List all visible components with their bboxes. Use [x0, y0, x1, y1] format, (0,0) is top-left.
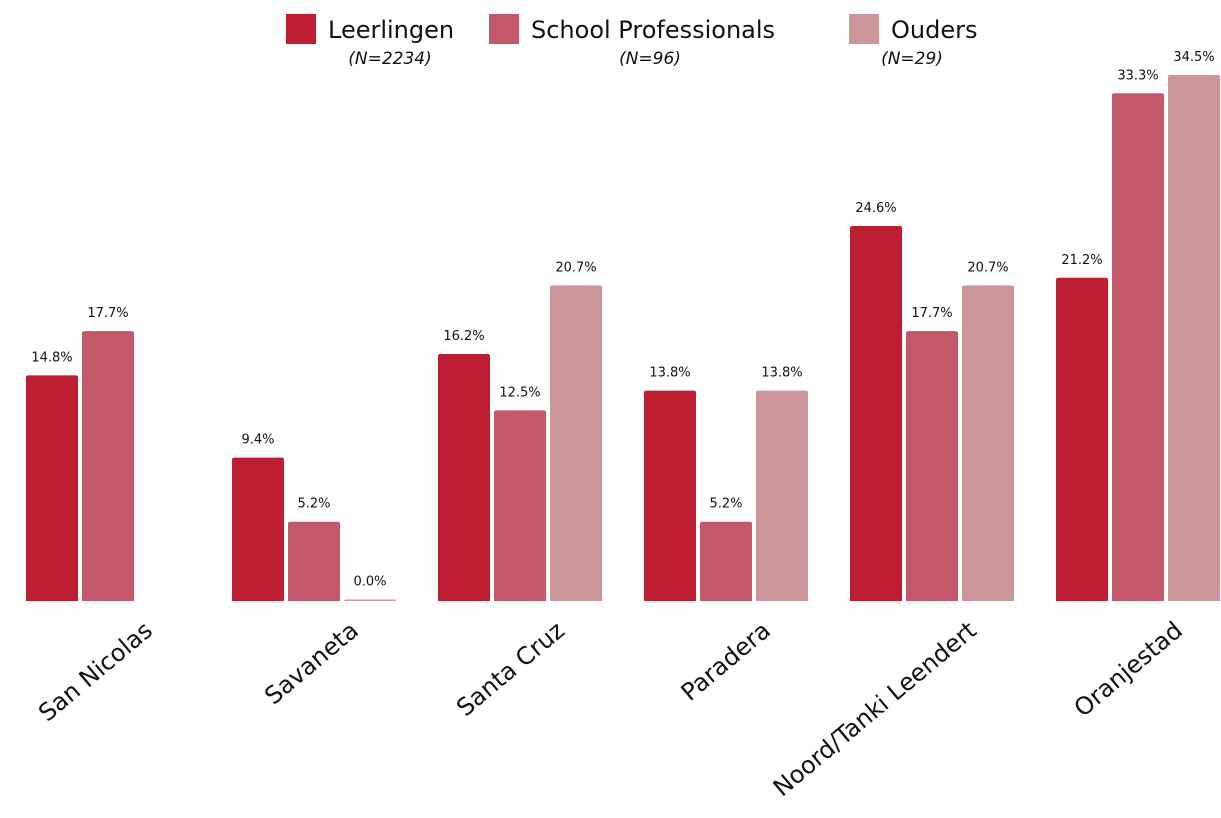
- legend-label-leerlingen: Leerlingen: [328, 16, 454, 44]
- bar-santa-cruz-school-professionals: [494, 410, 546, 601]
- bar-savaneta-ouders: [344, 599, 396, 602]
- bar-noord-tanki-leendert-ouders: [962, 285, 1014, 601]
- data-label-savaneta-school-professionals: 5.2%: [297, 497, 330, 512]
- data-label-paradera-ouders: 13.8%: [761, 366, 802, 381]
- bar-oranjestad-school-professionals: [1112, 93, 1164, 601]
- bar-noord-tanki-leendert-leerlingen: [850, 225, 902, 601]
- legend-n-school-professionals: (N=96): [619, 49, 681, 69]
- legend-label-ouders: Ouders: [891, 16, 977, 44]
- bar-santa-cruz-ouders: [550, 285, 602, 601]
- data-labels: 14.8% 17.7% 9.4% 5.2% 0.0% 16.2% 12.5% 20.7% 13.…: [31, 50, 1214, 590]
- legend-n-leerlingen: (N=2234): [348, 49, 432, 69]
- bars: [26, 75, 1220, 602]
- bar-san-nicolas-school-professionals: [82, 331, 134, 601]
- legend-swatch-ouders: [849, 14, 879, 44]
- category-labels: San Nicolas Savaneta Santa Cruz ParaderaNoo…: [33, 616, 1188, 802]
- category-label-noord-tanki-leendert: Noord/Tanki Leendert: [768, 616, 982, 802]
- data-label-paradera-school-professionals: 5.2%: [709, 497, 742, 512]
- legend-label-school-professionals: School Professionals: [531, 16, 775, 44]
- bar-oranjestad-ouders: [1168, 75, 1220, 601]
- bar-noord-tanki-leendert-school-professionals: [906, 331, 958, 601]
- bar-santa-cruz-leerlingen: [438, 354, 490, 601]
- bar-paradera-school-professionals: [700, 521, 752, 601]
- data-label-savaneta-ouders: 0.0%: [353, 575, 386, 590]
- data-label-noord-tanki-leendert-school-professionals: 17.7%: [911, 306, 952, 321]
- category-label-savaneta: Savaneta: [259, 616, 364, 710]
- category-label-oranjestad: Oranjestad: [1069, 616, 1188, 722]
- data-label-oranjestad-school-professionals: 33.3%: [1117, 68, 1158, 83]
- legend-swatch-leerlingen: [286, 14, 316, 44]
- data-label-paradera-leerlingen: 13.8%: [649, 366, 690, 381]
- bar-san-nicolas-leerlingen: [26, 375, 78, 601]
- legend: Leerlingen (N=2234) School Professionals (N…: [286, 14, 977, 69]
- bar-paradera-leerlingen: [644, 390, 696, 601]
- data-label-san-nicolas-school-professionals: 17.7%: [87, 306, 128, 321]
- data-label-oranjestad-leerlingen: 21.2%: [1061, 253, 1102, 268]
- data-label-santa-cruz-school-professionals: 12.5%: [499, 385, 540, 400]
- data-label-noord-tanki-leendert-leerlingen: 24.6%: [855, 201, 896, 216]
- bar-oranjestad-leerlingen: [1056, 277, 1108, 601]
- data-label-santa-cruz-leerlingen: 16.2%: [443, 329, 484, 344]
- category-label-santa-cruz: Santa Cruz: [451, 616, 570, 722]
- category-label-paradera: Paradera: [676, 616, 776, 706]
- category-label-san-nicolas: San Nicolas: [33, 616, 158, 727]
- data-label-savaneta-leerlingen: 9.4%: [241, 433, 274, 448]
- data-label-oranjestad-ouders: 34.5%: [1173, 50, 1214, 65]
- legend-n-ouders: (N=29): [881, 49, 943, 69]
- legend-swatch-school-professionals: [489, 14, 519, 44]
- bar-savaneta-school-professionals: [288, 521, 340, 601]
- bar-savaneta-leerlingen: [232, 457, 284, 601]
- bar-paradera-ouders: [756, 390, 808, 601]
- data-label-santa-cruz-ouders: 20.7%: [555, 260, 596, 275]
- data-label-noord-tanki-leendert-ouders: 20.7%: [967, 260, 1008, 275]
- data-label-san-nicolas-leerlingen: 14.8%: [31, 350, 72, 365]
